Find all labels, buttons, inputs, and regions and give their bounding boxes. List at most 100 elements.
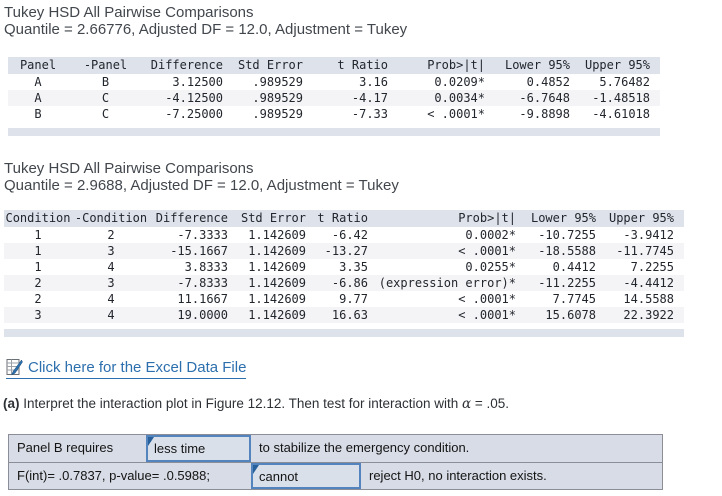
table-cell: -7.33	[351, 107, 388, 121]
header-row: Condition -Condition Difference Std Error t …	[4, 210, 684, 227]
table-cell: -15.1667	[150, 243, 238, 259]
table-cell: 1.142609	[238, 307, 316, 323]
table-cell: 2	[34, 292, 42, 306]
table-cell: 3	[72, 243, 150, 259]
answer-dropdown-reject[interactable]: cannot	[251, 463, 361, 489]
column-header: Lower 95%	[526, 210, 606, 227]
table-cell: -6.42	[331, 228, 368, 242]
excel-link-row: Click here for the Excel Data File	[6, 358, 722, 381]
answer-table: Panel B requires less time to stabilize …	[8, 434, 663, 490]
section-subtitle: Quantile = 2.9688, Adjusted DF = 12.0, A…	[4, 177, 399, 194]
table-cell: -4.4412	[606, 275, 684, 291]
table-cell: -10.7255	[538, 228, 596, 242]
column-header: Prob>|t|	[378, 210, 526, 227]
section-title: Tukey HSD All Pairwise Comparisons	[4, 160, 254, 177]
table-row: 2 4 11.1667 1.142609 9.77 < .0001* 7.7745 14.55…	[4, 291, 684, 307]
table-cell: -6.7648	[495, 90, 580, 106]
table-cell: .989529	[252, 107, 303, 121]
table-row: 1 3 -15.1667 1.142609 -13.27 < .0001* -18.5588…	[4, 243, 684, 259]
table-row: B C -7.25000 .989529 -7.33 < .0001* -9.8898 -4.…	[8, 106, 660, 122]
table-cell: < .0001*	[378, 243, 526, 259]
table-row: 1 4 3.8333 1.142609 3.35 0.0255* 0.4412 7.2255	[4, 259, 684, 275]
column-header: Lower 95%	[495, 57, 580, 74]
table-cell: < .0001*	[378, 307, 526, 323]
table-cell: 5.76482	[599, 75, 650, 89]
dropdown-corner-icon	[148, 437, 154, 446]
table-cell: .989529	[252, 75, 303, 89]
excel-data-file-link[interactable]: Click here for the Excel Data File	[6, 358, 247, 379]
table-cell: 1.142609	[238, 243, 316, 259]
question-text: (a) Interpret the interaction plot in Fi…	[3, 396, 722, 412]
table-cell: 1.142609	[238, 275, 316, 291]
dropdown-value: less time	[154, 441, 206, 456]
table-cell: -13.27	[316, 243, 378, 259]
table-cell: 3.16	[359, 75, 388, 89]
table-cell: -4.61018	[592, 107, 650, 121]
table-row: A C -4.12500.989529 -4.17 0.0034* -6.7648 -1.4…	[8, 90, 660, 106]
table-cell: 9.77	[339, 292, 368, 306]
table-cell: 4	[107, 260, 115, 274]
pairwise-table-condition-wrap: Condition -Condition Difference Std Error t …	[4, 210, 684, 337]
table-footer-bar	[8, 128, 660, 136]
answer-row: F(int)= .0.7837, p-value= .0.5988; canno…	[9, 462, 662, 489]
excel-link-label: Click here for the Excel Data File	[28, 358, 247, 376]
table-cell: 3.8333	[184, 260, 228, 274]
table-cell: B	[34, 107, 42, 121]
table-cell: 3	[4, 307, 72, 323]
section-subtitle: Quantile = 2.66776, Adjusted DF = 12.0, …	[4, 21, 408, 38]
column-header: Upper 95%	[606, 210, 684, 227]
answer-prefix: Panel B requires	[17, 440, 114, 455]
table-cell: 22.3922	[606, 307, 684, 323]
table-cell: B	[101, 75, 110, 89]
section-titles: Tukey HSD All Pairwise Comparisons Quant…	[0, 160, 722, 194]
table-cell: A	[8, 90, 68, 106]
table-cell: 3.12500	[172, 75, 223, 89]
dropdown-value: cannot	[259, 468, 299, 484]
answer-row: Panel B requires less time to stabilize …	[9, 435, 662, 462]
table-cell: C	[101, 107, 110, 121]
table-cell: 16.63	[316, 307, 378, 323]
question-body: Interpret the interaction plot in Figure…	[19, 396, 462, 411]
table-cell: -4.17	[313, 90, 398, 106]
answer-suffix: reject H0, no interaction exists.	[369, 468, 547, 483]
table-cell: 0.0034*	[398, 90, 495, 106]
table-cell: 11.1667	[177, 292, 228, 306]
table-cell: -3.9412	[623, 228, 674, 242]
column-header: t Ratio	[313, 57, 398, 74]
table-cell: -11.7745	[606, 243, 684, 259]
table-cell: 7.2255	[630, 260, 674, 274]
column-header: Panel	[8, 57, 68, 74]
table-cell: 2	[4, 275, 72, 291]
column-header: Std Error	[238, 210, 316, 227]
column-header: -Condition	[72, 210, 150, 227]
column-header: -Panel	[68, 57, 143, 74]
dropdown-corner-icon	[253, 465, 259, 474]
table-cell: -7.25000	[165, 107, 223, 121]
alpha-symbol: α	[462, 396, 472, 412]
table-cell: 3.35	[339, 260, 368, 274]
table-cell: -7.3333	[177, 228, 228, 242]
answer-prefix: F(int)= .0.7837, p-value= .0.5988;	[17, 468, 210, 483]
table-cell: 1	[34, 228, 42, 242]
table-cell: -6.86	[316, 275, 378, 291]
pairwise-table-condition: Condition -Condition Difference Std Error t …	[4, 210, 684, 323]
question-part-label: (a)	[3, 396, 20, 411]
table-cell: C	[68, 90, 143, 106]
table-cell: 4	[72, 307, 150, 323]
tukey-section-panel: Tukey HSD All Pairwise Comparisons Quant…	[0, 4, 722, 136]
column-header: Std Error	[233, 57, 313, 74]
answer-dropdown-time[interactable]: less time	[146, 435, 251, 462]
table-cell: 0.4412	[552, 260, 596, 274]
table-cell: 19.0000	[150, 307, 238, 323]
header-row: Panel -Panel Difference Std Error t Ratio Pro…	[8, 57, 660, 74]
column-header: Difference	[150, 210, 238, 227]
table-row: A B 3.12500 .989529 3.16 0.0209* 0.4852 5.76482	[8, 74, 660, 90]
table-cell: -4.12500	[143, 90, 233, 106]
table-cell: 1.142609	[248, 260, 306, 274]
column-header: t Ratio	[316, 210, 378, 227]
table-cell: 0.0255*	[465, 260, 516, 274]
column-header: Upper 95%	[580, 57, 660, 74]
table-cell: -9.8898	[519, 107, 570, 121]
table-cell: (expression error)*	[378, 275, 526, 291]
